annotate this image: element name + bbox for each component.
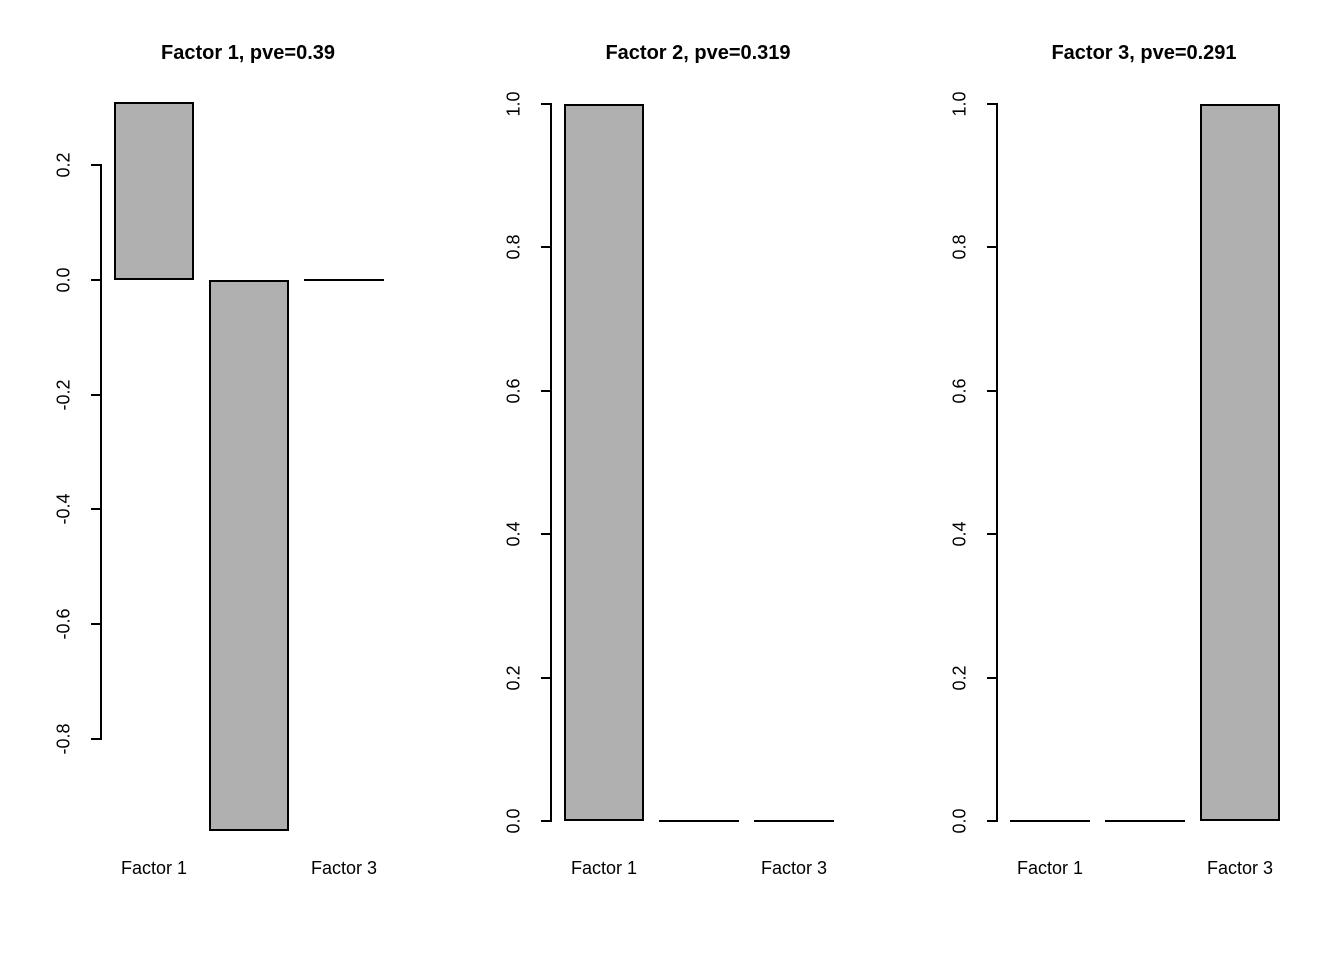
y-axis-tick-label: 0.4 (949, 521, 970, 547)
y-axis-tick (987, 103, 997, 105)
x-axis-label: Factor 3 (1206, 858, 1274, 878)
x-axis-label: Factor 1 (120, 858, 188, 878)
y-axis-tick-label: 0.0 (949, 808, 970, 834)
bar-factor-1 (114, 102, 194, 280)
y-axis-tick (987, 820, 997, 822)
y-axis-tick (541, 246, 551, 249)
y-axis-tick-label: 1.0 (949, 91, 970, 117)
y-axis-line (996, 103, 998, 822)
y-axis-tick (91, 737, 101, 740)
y-axis-tick (91, 393, 101, 396)
bar-factor-2-zero-line (1105, 820, 1185, 822)
y-axis-tick (91, 508, 101, 511)
bar-factor-3-zero-line (754, 820, 834, 822)
chart-title-factor1: Factor 1, pve=0.39 (161, 42, 335, 64)
y-axis-tick (987, 676, 997, 679)
x-axis-label: Factor 3 (310, 858, 378, 878)
bar-factor-2 (209, 280, 289, 831)
y-axis-tick (987, 533, 997, 536)
y-axis-tick-label: 0.8 (949, 234, 970, 260)
bar-factor-2-zero-line (659, 820, 739, 822)
chart-title-factor3: Factor 3, pve=0.291 (1051, 42, 1237, 64)
x-axis-label: Factor 1 (570, 858, 638, 878)
bar-factor-3 (1200, 104, 1280, 821)
y-axis-line (550, 103, 552, 822)
x-axis-label: Factor 1 (1016, 858, 1084, 878)
bar-factor-1 (564, 104, 644, 821)
y-axis-line (100, 164, 102, 740)
y-axis-tick-label: 0.6 (949, 378, 970, 404)
y-axis-tick-label: 0.2 (949, 665, 970, 691)
bar-factor-1-zero-line (1010, 820, 1090, 822)
y-axis-tick (987, 246, 997, 249)
bar-factor-3-zero-line (304, 279, 384, 281)
x-axis-label: Factor 3 (760, 858, 828, 878)
y-axis-tick (91, 164, 101, 167)
y-axis-tick (91, 279, 101, 281)
y-axis-tick (987, 389, 997, 392)
y-axis-tick (541, 389, 551, 392)
y-axis-tick (91, 623, 101, 626)
y-axis-tick (541, 820, 551, 822)
y-axis-tick (541, 676, 551, 679)
y-axis-tick (541, 103, 551, 105)
chart-title-factor2: Factor 2, pve=0.319 (605, 42, 791, 64)
y-axis-tick (541, 533, 551, 536)
